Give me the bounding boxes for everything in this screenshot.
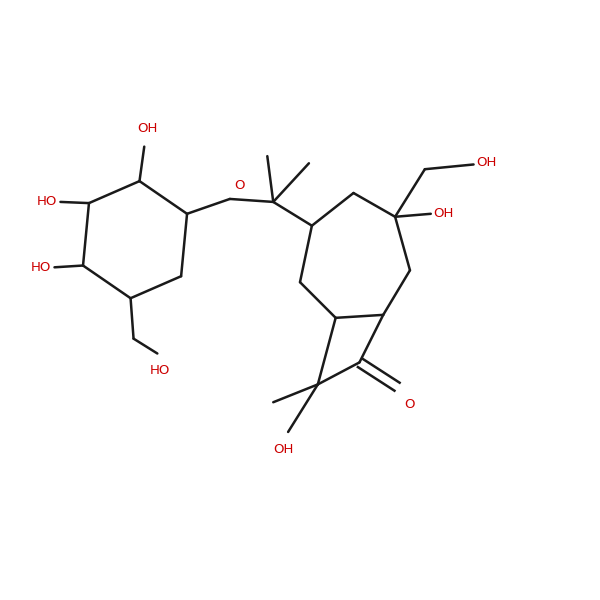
Text: O: O bbox=[235, 179, 245, 192]
Text: OH: OH bbox=[273, 443, 293, 455]
Text: O: O bbox=[404, 398, 415, 411]
Text: HO: HO bbox=[150, 364, 170, 377]
Text: OH: OH bbox=[137, 122, 157, 135]
Text: OH: OH bbox=[476, 156, 497, 169]
Text: HO: HO bbox=[37, 196, 58, 208]
Text: HO: HO bbox=[31, 261, 52, 274]
Text: OH: OH bbox=[434, 208, 454, 220]
